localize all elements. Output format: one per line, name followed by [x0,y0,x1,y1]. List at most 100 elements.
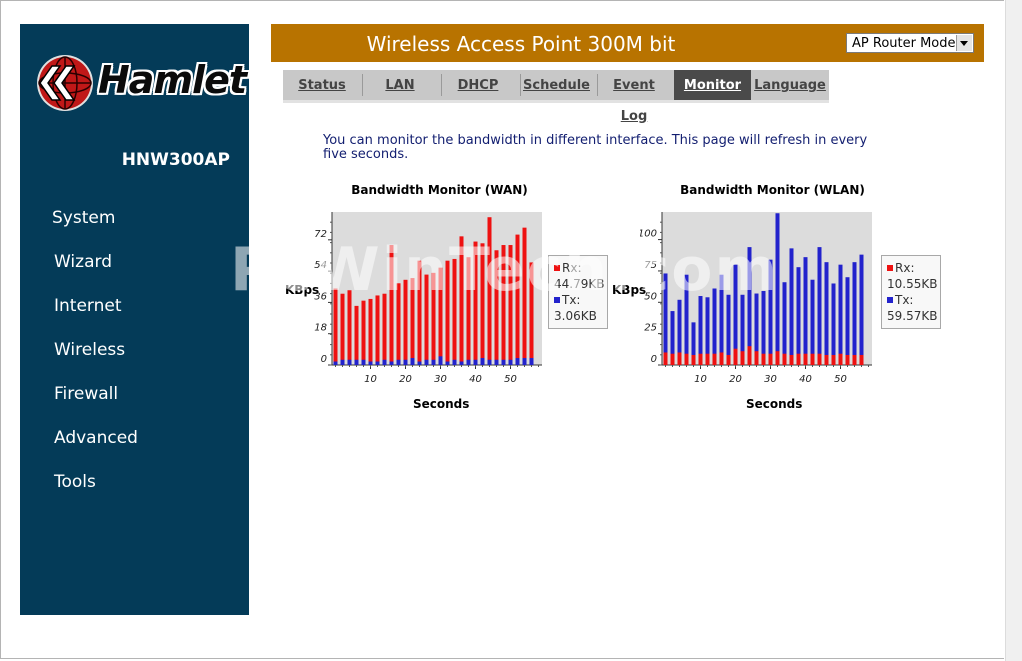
wlan-tx-bar [845,277,850,365]
wlan-y-tick-label: 100 [640,229,657,240]
wan-tx-bar [340,359,345,365]
sidebar-item-wireless[interactable]: Wireless [54,340,126,360]
wan-rx-bar [529,262,534,365]
wlan-rx-bar [712,353,717,365]
wan-rx-bar [494,250,499,365]
wlan-chart-title: Bandwidth Monitor (WLAN) [680,183,865,197]
tab-schedule[interactable]: Schedule [523,78,590,93]
vertical-scrollbar[interactable] [1005,0,1022,661]
wan-rx-bar [368,298,373,365]
rx-swatch-icon [554,265,560,271]
mode-select[interactable]: AP Router Mode [846,33,974,53]
sidebar-item-wizard[interactable]: Wizard [54,252,112,272]
wlan-tx-bar [789,248,794,365]
wlan-legend-rx-label: Rx: [895,261,915,275]
wan-tx-bar [389,361,394,365]
wlan-rx-bar [796,353,801,365]
sidebar-item-advanced[interactable]: Advanced [54,428,138,448]
wlan-tx-bar [838,264,843,365]
wlan-tx-bar [852,262,857,365]
wan-x-tick-label: 30 [434,374,447,385]
tab-divider [597,74,598,96]
wan-y-tick-label: 18 [314,323,327,334]
wan-rx-bar [438,267,443,365]
wan-rx-bar [382,293,387,365]
wlan-legend: Rx: 10.55KB Tx: 59.57KB [881,255,941,329]
sidebar-item-firewall[interactable]: Firewall [54,384,119,404]
wlan-y-axis-label: KBps [612,283,647,297]
wan-tx-bar [347,359,352,365]
page-description: You can monitor the bandwidth in differe… [323,133,868,162]
sidebar-item-tools[interactable]: Tools [54,472,96,492]
tab-bar-shadow [283,100,829,103]
wlan-rx-bar [733,348,738,365]
wlan-x-tick-label: 20 [729,374,742,385]
wlan-rx-bar [782,353,787,365]
wlan-y-tick-label: 75 [644,260,657,271]
wan-legend-rx-label: Rx: [562,261,582,275]
wlan-y-tick-label: 50 [644,291,657,302]
wlan-rx-bar [698,353,703,365]
wan-rx-bar [410,278,415,365]
tab-event-log[interactable]: Event Log [613,78,655,124]
tab-dhcp[interactable]: DHCP [457,78,499,93]
wlan-tx-bar [775,213,780,365]
wan-rx-bar [508,245,513,365]
wan-rx-bar [347,290,352,365]
wlan-tx-bar [670,311,675,365]
wan-x-tick-label: 20 [399,374,412,385]
wan-tx-bar [417,361,422,365]
wlan-rx-bar [691,354,696,365]
wlan-rx-bar [670,353,675,365]
wlan-tx-bar [698,296,703,365]
wan-tx-bar [508,359,513,365]
wan-rx-bar [375,295,380,365]
wan-tx-bar [522,358,527,365]
wlan-rx-bar [817,353,822,365]
wan-tx-bar [382,359,387,365]
header-bar: Wireless Access Point 300M bit AP Router… [271,24,984,62]
wlan-x-axis-label: Seconds [746,397,803,411]
wlan-rx-bar [663,352,668,365]
wlan-rx-bar [831,354,836,365]
tab-status[interactable]: Status [298,78,346,93]
wlan-x-tick-label: 40 [799,374,812,385]
wlan-rx-bar [677,352,682,365]
sidebar-item-system[interactable]: System [52,208,116,228]
wlan-rx-bar [705,353,710,365]
wlan-tx-bar [677,299,682,365]
wan-bandwidth-chart: 0 18 36 54 72 10 20 30 40 50 [314,212,542,385]
wan-y-tick-label: 36 [314,291,327,302]
wan-rx-bar [522,227,527,365]
tab-monitor[interactable]: Monitor [674,70,751,100]
wlan-tx-bar [754,293,759,365]
sidebar-item-internet[interactable]: Internet [54,296,122,316]
chevron-down-icon[interactable] [956,35,972,51]
wan-rx-bar [466,257,471,365]
wan-rx-bar [515,234,520,365]
rx-swatch-icon [887,265,893,271]
wan-rx-bar [340,293,345,365]
wlan-tx-bar [747,247,752,365]
wlan-tx-bar [824,262,829,365]
wan-y-tick-label: 54 [314,260,327,271]
wlan-tx-bar [831,283,836,365]
wan-rx-bar [480,243,485,365]
wan-rx-bar [333,288,338,365]
tab-divider [362,74,363,96]
wan-rx-bar [445,260,450,365]
wan-tx-bar [410,358,415,365]
wlan-tx-bar [684,274,689,365]
wan-tx-bar [494,359,499,365]
wlan-x-tick-label: 30 [764,374,777,385]
wlan-tx-bar [859,254,864,365]
globe-icon [37,55,93,111]
wlan-tx-bar [691,322,696,365]
wlan-rx-bar [775,351,780,365]
wlan-tx-bar [782,282,787,365]
logo-text: Hamlet [98,58,247,102]
tab-lan[interactable]: LAN [385,78,415,93]
wan-rx-bar [487,217,492,365]
tab-language[interactable]: Language [754,78,826,93]
hamlet-logo: Hamlet [34,52,247,114]
